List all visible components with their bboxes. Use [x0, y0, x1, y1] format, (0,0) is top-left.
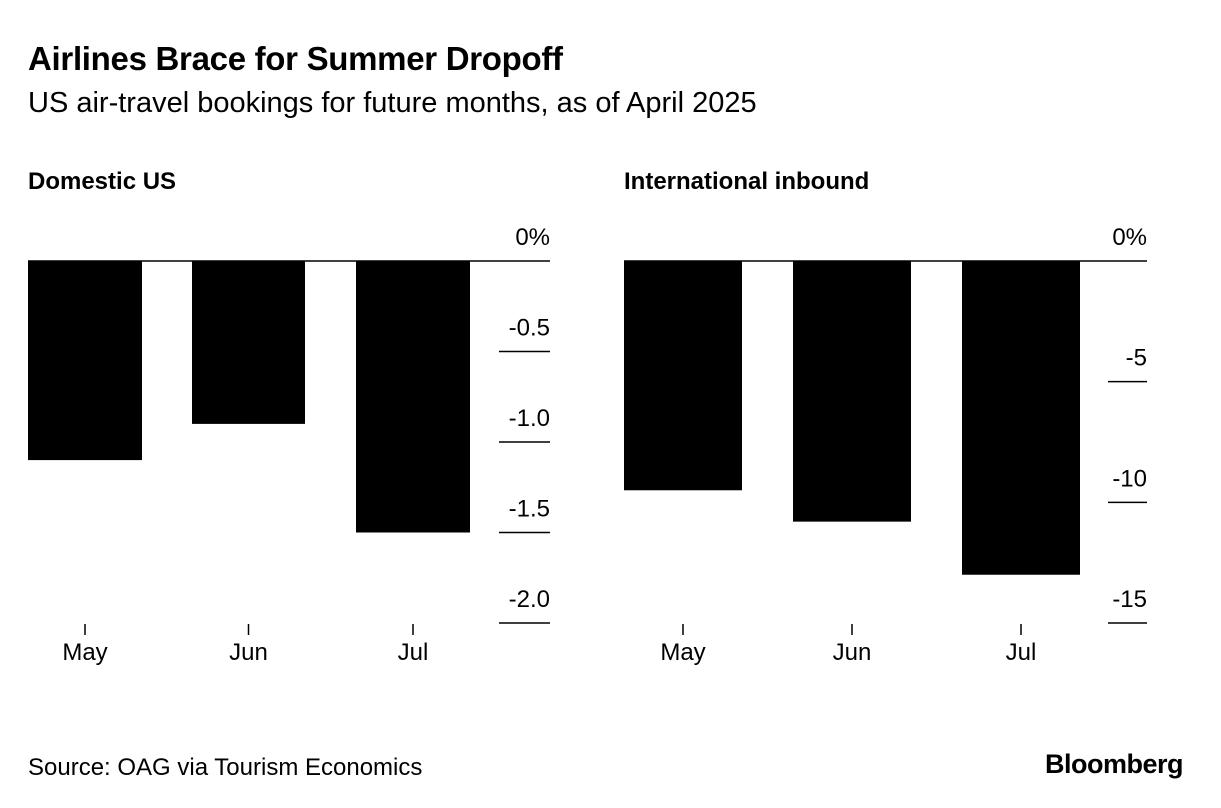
panel-title-international: International inbound — [624, 168, 870, 195]
y-tick-label: -1.0 — [509, 405, 550, 432]
y-tick-label: -2.0 — [509, 586, 550, 613]
x-tick-label: Jul — [398, 639, 429, 666]
y-tick-label: 0% — [1112, 224, 1147, 251]
y-tick-label: -5 — [1126, 345, 1147, 372]
y-tick-label: -1.5 — [509, 496, 550, 523]
bar-jul — [962, 261, 1080, 575]
bar-jun — [793, 261, 911, 522]
x-tick-label: Jul — [1006, 639, 1037, 666]
y-tick-label: 0% — [515, 224, 550, 251]
x-tick-label: May — [62, 639, 107, 666]
bloomberg-logo: Bloomberg — [1044, 749, 1184, 779]
bar-may — [624, 261, 742, 491]
x-tick-label: May — [660, 639, 705, 666]
bar-may — [28, 261, 142, 461]
bar-jun — [192, 261, 305, 424]
chart-subtitle: US air-travel bookings for future months… — [28, 87, 757, 119]
x-tick-label: Jun — [833, 639, 872, 666]
chart-title: Airlines Brace for Summer Dropoff — [28, 40, 563, 77]
panel-title-domestic: Domestic US — [28, 168, 177, 195]
y-tick-label: -15 — [1112, 586, 1147, 613]
y-tick-label: -10 — [1112, 465, 1147, 492]
x-tick-label: Jun — [229, 639, 268, 666]
source-note: Source: OAG via Tourism Economics — [28, 754, 423, 781]
y-tick-label: -0.5 — [509, 315, 550, 342]
bar-jul — [356, 261, 470, 533]
